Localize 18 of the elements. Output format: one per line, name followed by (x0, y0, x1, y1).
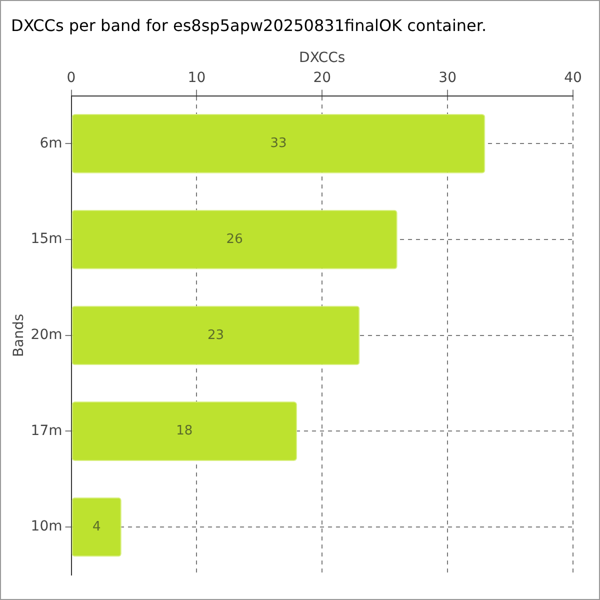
y-axis-title: Bands (11, 314, 28, 358)
data-label: 33 (270, 136, 287, 152)
x-tick-label: 40 (564, 70, 582, 86)
x-tick-label: 30 (438, 70, 456, 86)
data-label: 4 (92, 519, 101, 534)
y-tick-label: 6m (40, 135, 62, 152)
y-tick-label: 20m (30, 327, 62, 344)
x-tick-label: 10 (188, 70, 206, 86)
x-tick-label: 20 (313, 70, 332, 86)
chart-title: DXCCs per band for es8sp5apw20250831finalOK container. (11, 16, 487, 35)
data-label: 26 (226, 232, 243, 247)
y-tick-label: 17m (30, 422, 62, 439)
y-tick-label: 10m (30, 518, 62, 535)
x-tick-label: 0 (66, 70, 76, 86)
y-tick-label: 15m (30, 231, 62, 248)
data-label: 18 (176, 424, 193, 439)
data-label: 23 (207, 328, 224, 343)
x-axis-title: DXCCs (299, 50, 346, 66)
